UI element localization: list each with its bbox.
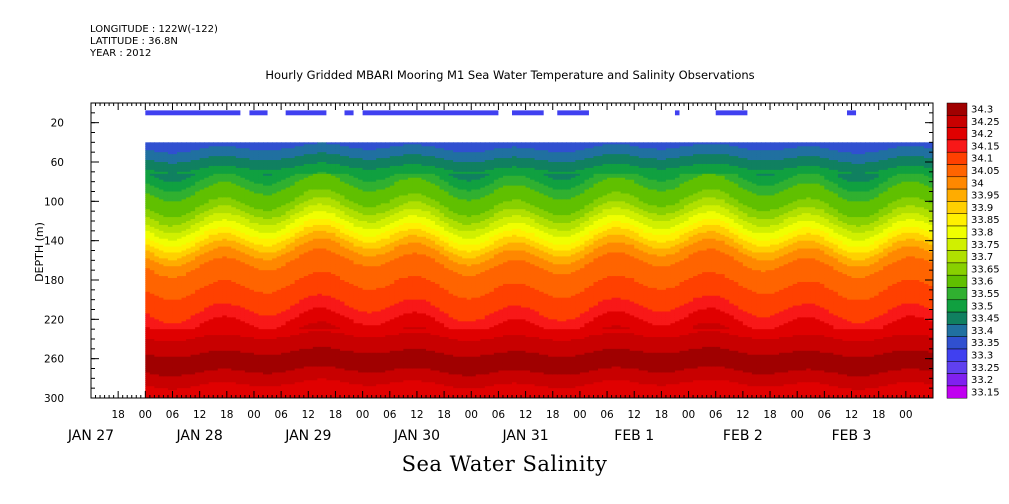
salinity-field bbox=[145, 142, 933, 398]
